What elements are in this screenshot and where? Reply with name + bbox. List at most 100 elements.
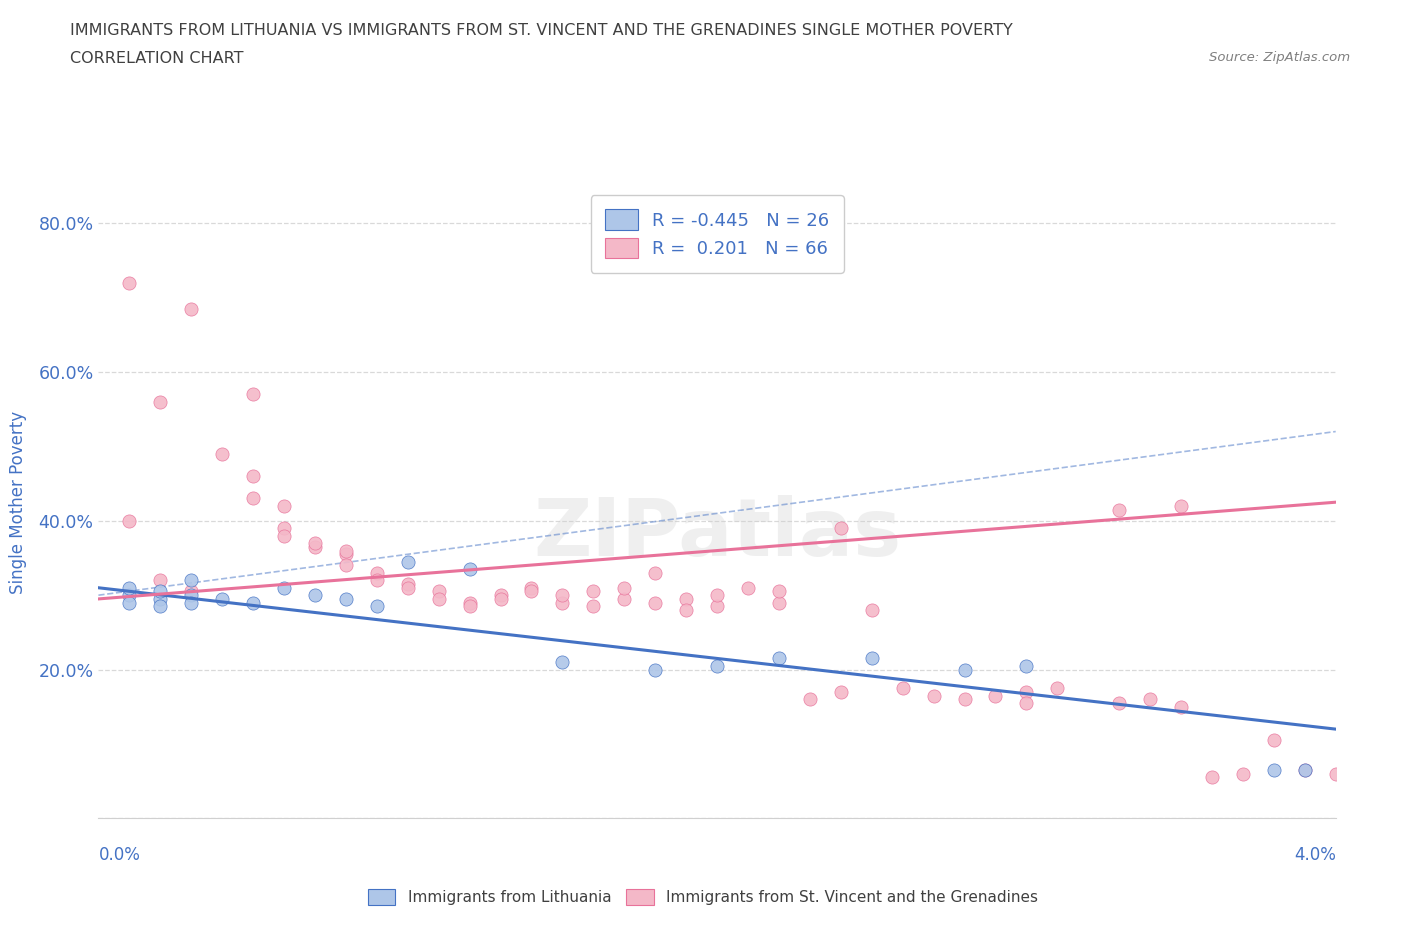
Text: Source: ZipAtlas.com: Source: ZipAtlas.com [1209,51,1350,64]
Point [458,599,481,614]
Point [118,580,141,595]
Point [1015,696,1038,711]
Text: CORRELATION CHART: CORRELATION CHART [70,51,243,66]
Point [273,528,295,543]
Point [613,580,636,595]
Point [242,595,264,610]
Point [551,595,574,610]
Point [149,591,172,606]
Point [1201,770,1223,785]
Point [458,562,481,577]
Point [706,599,728,614]
Point [644,595,666,610]
Point [768,595,790,610]
Point [180,595,202,610]
Point [953,662,976,677]
Point [1294,763,1316,777]
Point [1294,763,1316,777]
Point [706,658,728,673]
Point [304,588,326,603]
Point [860,603,883,618]
Text: 4.0%: 4.0% [1294,846,1336,864]
Point [582,584,605,599]
Point [489,588,512,603]
Point [458,595,481,610]
Point [489,591,512,606]
Point [180,573,202,588]
Text: IMMIGRANTS FROM LITHUANIA VS IMMIGRANTS FROM ST. VINCENT AND THE GRENADINES SING: IMMIGRANTS FROM LITHUANIA VS IMMIGRANTS … [70,23,1014,38]
Point [984,688,1007,703]
Point [427,591,450,606]
Text: ZIPatlas: ZIPatlas [533,495,901,573]
Point [520,584,543,599]
Point [860,651,883,666]
Point [211,591,233,606]
Point [118,595,141,610]
Point [768,584,790,599]
Point [242,387,264,402]
Point [1108,502,1130,517]
Point [644,565,666,580]
Point [551,655,574,670]
Point [304,539,326,554]
Point [737,580,759,595]
Point [180,301,202,316]
Point [366,599,388,614]
Point [1139,692,1161,707]
Point [118,275,141,290]
Point [1263,763,1285,777]
Point [149,584,172,599]
Point [953,692,976,707]
Point [273,521,295,536]
Point [922,688,945,703]
Point [427,584,450,599]
Point [396,580,419,595]
Point [273,498,295,513]
Point [396,554,419,569]
Legend: R = -0.445   N = 26, R =  0.201   N = 66: R = -0.445 N = 26, R = 0.201 N = 66 [591,195,844,272]
Point [1108,696,1130,711]
Point [180,588,202,603]
Point [1324,766,1347,781]
Point [118,513,141,528]
Point [211,446,233,461]
Point [149,394,172,409]
Point [1170,498,1192,513]
Point [644,662,666,677]
Point [273,580,295,595]
Point [1015,658,1038,673]
Y-axis label: Single Mother Poverty: Single Mother Poverty [10,411,27,593]
Text: 0.0%: 0.0% [98,846,141,864]
Point [1263,733,1285,748]
Point [830,684,852,699]
Point [304,536,326,551]
Point [799,692,821,707]
Point [180,584,202,599]
Point [830,521,852,536]
Point [149,599,172,614]
Point [613,591,636,606]
Point [675,591,697,606]
Legend: Immigrants from Lithuania, Immigrants from St. Vincent and the Grenadines: Immigrants from Lithuania, Immigrants fr… [360,882,1046,913]
Point [366,573,388,588]
Point [335,558,357,573]
Point [551,588,574,603]
Point [1170,699,1192,714]
Point [335,547,357,562]
Point [118,588,141,603]
Point [396,577,419,591]
Point [335,591,357,606]
Point [706,588,728,603]
Point [582,599,605,614]
Point [366,565,388,580]
Point [768,651,790,666]
Point [1015,684,1038,699]
Point [675,603,697,618]
Point [891,681,914,696]
Point [242,491,264,506]
Point [149,573,172,588]
Point [242,469,264,484]
Point [335,543,357,558]
Point [520,580,543,595]
Point [1046,681,1069,696]
